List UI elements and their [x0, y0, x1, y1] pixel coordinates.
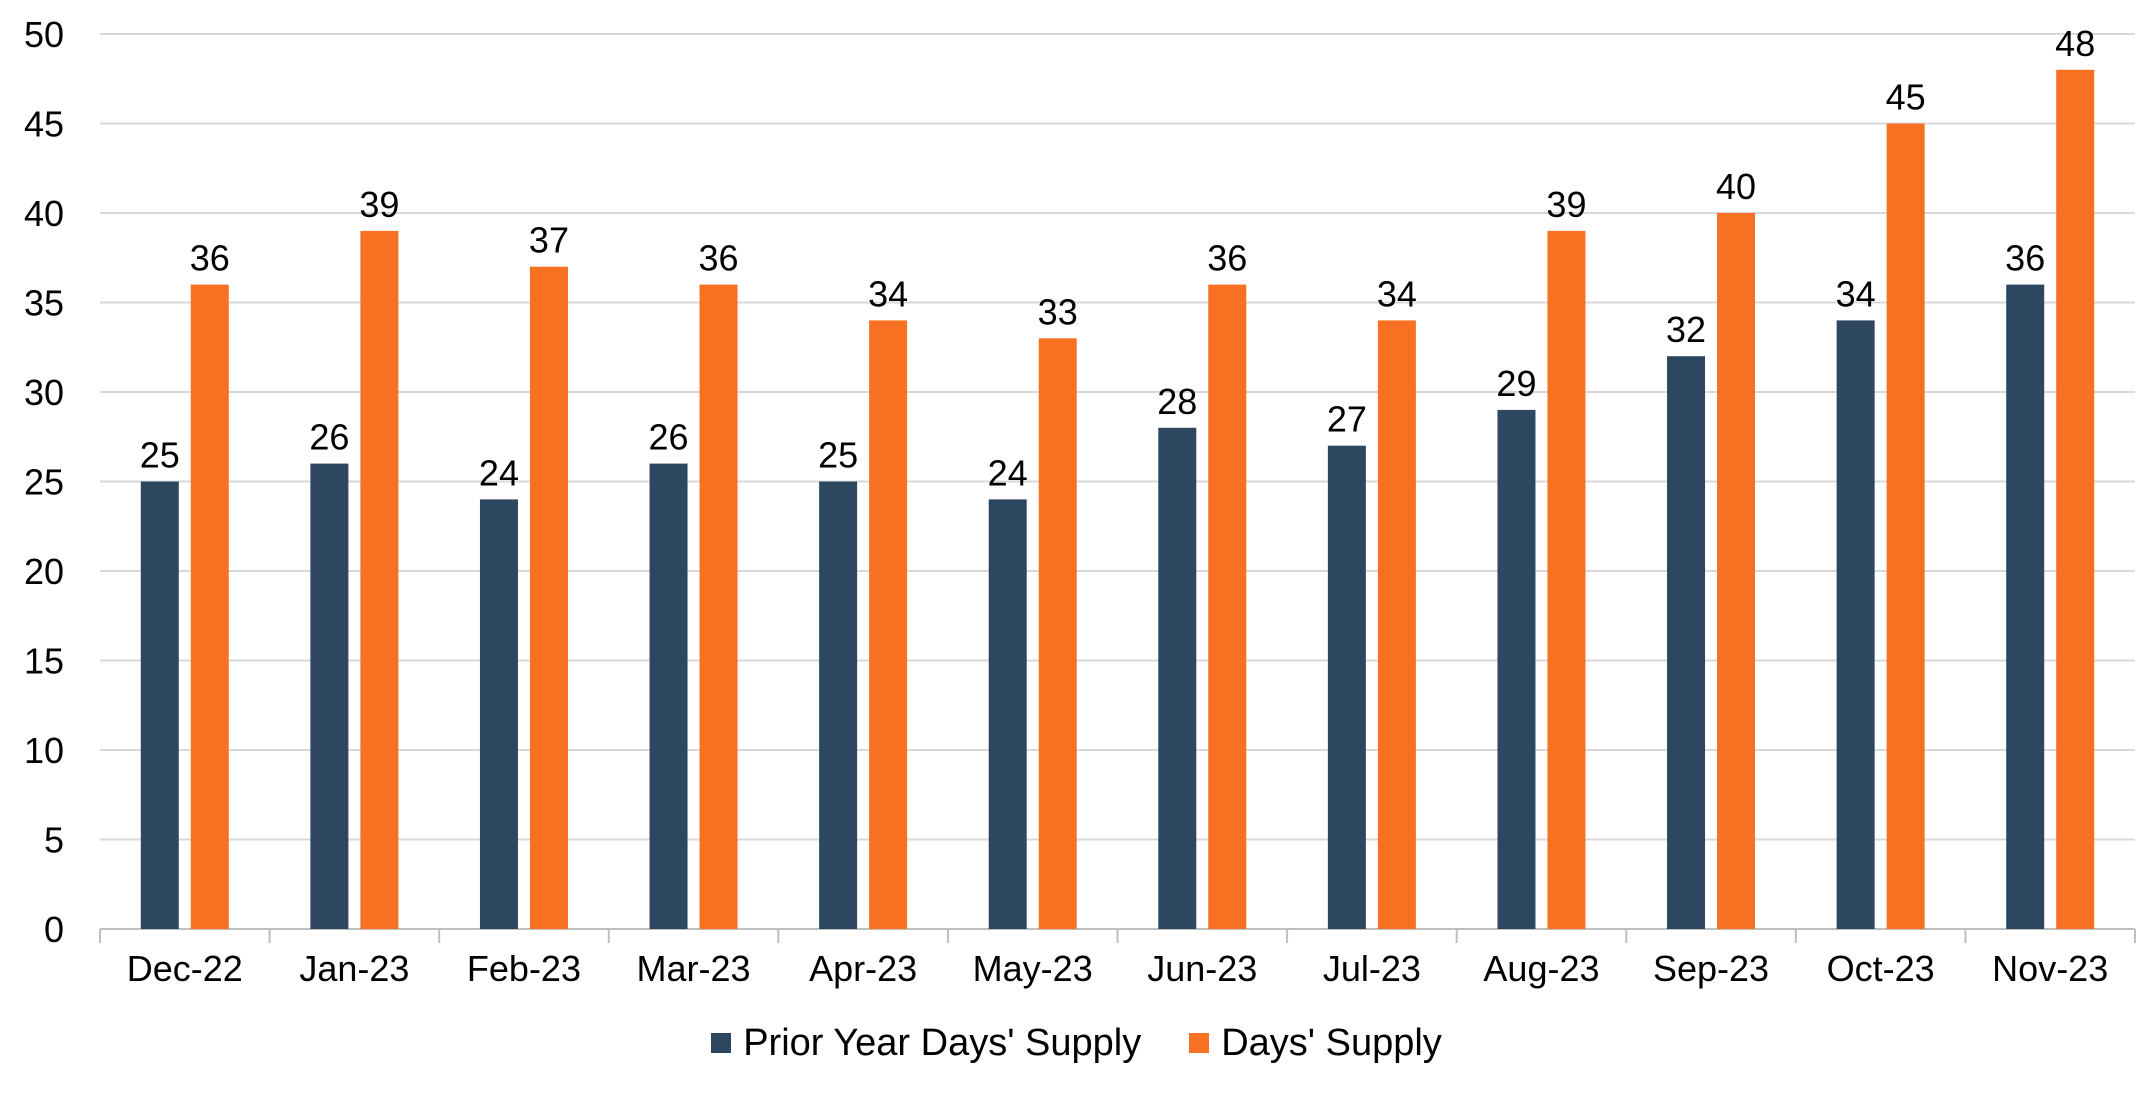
x-tick-label-Feb-23: Feb-23 — [467, 948, 581, 989]
legend-label-prior-year: Prior Year Days' Supply — [743, 1021, 1142, 1064]
bar-prior-year-Jan-23 — [310, 463, 349, 929]
bar-prior-year-Mar-23 — [649, 463, 688, 929]
y-tick-label-25: 25 — [24, 462, 64, 503]
bar-days-supply-Jan-23 — [360, 230, 399, 929]
data-label-days-supply-May-23: 33 — [1038, 291, 1078, 332]
bar-prior-year-Jun-23 — [1158, 427, 1197, 929]
bar-days-supply-Nov-23 — [2056, 69, 2095, 930]
x-tick-label-Jul-23: Jul-23 — [1323, 948, 1421, 989]
y-tick-label-0: 0 — [44, 909, 64, 950]
data-label-prior-year-Jul-23: 27 — [1327, 399, 1367, 440]
legend: Prior Year Days' Supply Days' Supply — [0, 1018, 2153, 1068]
bar-days-supply-Dec-22 — [190, 284, 229, 930]
bar-prior-year-Feb-23 — [479, 499, 518, 929]
legend-item-prior-year: Prior Year Days' Supply — [711, 1022, 1141, 1065]
bar-days-supply-May-23 — [1038, 338, 1077, 929]
data-label-prior-year-Aug-23: 29 — [1496, 363, 1536, 404]
x-tick-label-Oct-23: Oct-23 — [1827, 948, 1935, 989]
legend-swatch-prior-year — [711, 1033, 732, 1053]
x-tick-label-Jun-23: Jun-23 — [1147, 948, 1257, 989]
x-tick-label-Jan-23: Jan-23 — [299, 948, 409, 989]
x-tick-label-May-23: May-23 — [973, 948, 1093, 989]
data-label-prior-year-May-23: 24 — [988, 452, 1028, 493]
bar-days-supply-Apr-23 — [869, 320, 908, 929]
data-label-prior-year-Mar-23: 26 — [649, 417, 689, 458]
data-label-days-supply-Sep-23: 40 — [1716, 166, 1756, 207]
data-label-prior-year-Nov-23: 36 — [2005, 238, 2045, 279]
bar-prior-year-Oct-23 — [1836, 320, 1875, 929]
data-label-prior-year-Jun-23: 28 — [1157, 381, 1197, 422]
x-tick-label-Sep-23: Sep-23 — [1653, 948, 1769, 989]
y-tick-label-50: 50 — [24, 14, 64, 55]
data-label-days-supply-Jul-23: 34 — [1377, 273, 1417, 314]
y-tick-label-40: 40 — [24, 193, 64, 234]
data-label-days-supply-Feb-23: 37 — [529, 220, 569, 261]
bar-prior-year-May-23 — [988, 499, 1027, 929]
y-tick-label-10: 10 — [24, 730, 64, 771]
bar-days-supply-Jun-23 — [1208, 284, 1247, 930]
y-tick-label-45: 45 — [24, 104, 64, 145]
data-label-days-supply-Mar-23: 36 — [699, 238, 739, 279]
x-tick-label-Dec-22: Dec-22 — [127, 948, 243, 989]
bar-days-supply-Jul-23 — [1377, 320, 1416, 929]
legend-swatch-days-supply — [1189, 1033, 1210, 1053]
data-label-days-supply-Jan-23: 39 — [359, 184, 399, 225]
data-label-prior-year-Dec-22: 25 — [140, 435, 180, 476]
bar-days-supply-Feb-23 — [529, 266, 568, 929]
y-tick-label-20: 20 — [24, 551, 64, 592]
x-tick-label-Apr-23: Apr-23 — [809, 948, 917, 989]
data-label-days-supply-Oct-23: 45 — [1886, 77, 1926, 118]
bar-days-supply-Oct-23 — [1886, 123, 1925, 929]
bar-prior-year-Aug-23 — [1497, 409, 1536, 929]
y-tick-label-30: 30 — [24, 372, 64, 413]
data-label-days-supply-Dec-22: 36 — [190, 238, 230, 279]
x-tick-label-Nov-23: Nov-23 — [1992, 948, 2108, 989]
bar-days-supply-Mar-23 — [699, 284, 738, 930]
data-label-prior-year-Jan-23: 26 — [309, 417, 349, 458]
bar-prior-year-Sep-23 — [1667, 356, 1706, 929]
bar-prior-year-Apr-23 — [819, 481, 858, 929]
y-tick-label-15: 15 — [24, 641, 64, 682]
data-label-prior-year-Oct-23: 34 — [1836, 273, 1876, 314]
data-label-days-supply-Apr-23: 34 — [868, 273, 908, 314]
data-label-prior-year-Sep-23: 32 — [1666, 309, 1706, 350]
legend-label-days-supply: Days' Supply — [1221, 1021, 1442, 1064]
data-label-prior-year-Apr-23: 25 — [818, 435, 858, 476]
x-tick-label-Mar-23: Mar-23 — [637, 948, 751, 989]
data-label-days-supply-Jun-23: 36 — [1207, 238, 1247, 279]
bar-days-supply-Aug-23 — [1547, 230, 1586, 929]
bar-prior-year-Dec-22 — [140, 481, 179, 929]
bar-days-supply-Sep-23 — [1717, 213, 1756, 929]
data-label-days-supply-Aug-23: 39 — [1546, 184, 1586, 225]
x-tick-label-Aug-23: Aug-23 — [1483, 948, 1599, 989]
y-tick-label-35: 35 — [24, 283, 64, 324]
data-label-days-supply-Nov-23: 48 — [2055, 23, 2095, 64]
y-tick-label-5: 5 — [44, 820, 64, 861]
data-label-prior-year-Feb-23: 24 — [479, 452, 519, 493]
legend-item-days-supply: Days' Supply — [1189, 1022, 1442, 1065]
bar-prior-year-Nov-23 — [2006, 284, 2045, 930]
bar-prior-year-Jul-23 — [1327, 445, 1366, 929]
